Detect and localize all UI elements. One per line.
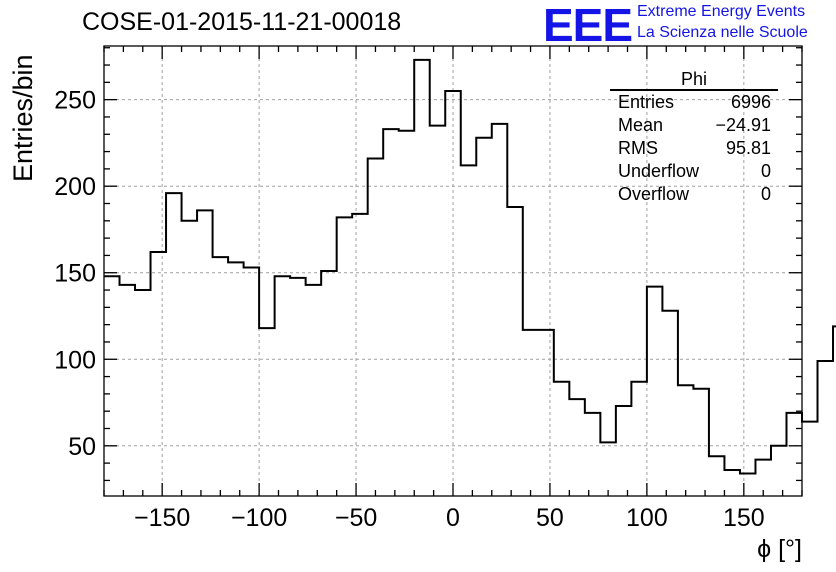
y-tick-label: 150 — [54, 260, 96, 288]
eee-logo: EEE — [543, 0, 633, 51]
stats-value: −24.91 — [715, 115, 771, 135]
x-tick-label: −100 — [231, 504, 287, 532]
tick-labels: −150 −100 −50 0 50 100 150 50 100 150 200 250 — [54, 87, 764, 532]
stats-row-underflow: Underflow 0 — [610, 160, 778, 183]
stats-value: 0 — [760, 184, 771, 204]
run-title: COSE-01-2015-11-21-00018 — [82, 8, 402, 36]
stats-row-entries: Entries 6996 — [610, 91, 778, 114]
stats-value: 0 — [760, 161, 771, 181]
x-tick-label: −150 — [134, 504, 190, 532]
stats-row-rms: RMS 95.81 — [610, 137, 778, 160]
stats-value: 6996 — [730, 92, 771, 112]
x-tick-label: −50 — [335, 504, 377, 532]
histogram-line — [104, 58, 836, 475]
stats-row-overflow: Overflow 0 — [610, 183, 778, 206]
stats-value: 95.81 — [725, 138, 771, 158]
eee-subtitle-line2: La Scienza nelle Scuole — [637, 24, 808, 41]
x-axis-label: ϕ [°] — [757, 535, 802, 563]
y-axis-label: Entries/bin — [8, 54, 38, 182]
eee-subtitle-line1: Extreme Energy Events — [637, 3, 806, 20]
x-tick-label: 50 — [536, 504, 564, 532]
stats-label: RMS — [618, 138, 658, 158]
stats-label: Mean — [618, 115, 664, 135]
stats-label: Underflow — [618, 161, 700, 181]
y-tick-label: 100 — [54, 346, 96, 374]
stats-row-mean: Mean −24.91 — [610, 114, 778, 137]
x-tick-label: 100 — [626, 504, 668, 532]
stats-box: Phi Entries 6996 Mean −24.91 RMS 95.81 U… — [610, 70, 778, 206]
stats-title: Phi — [610, 70, 778, 91]
axes — [103, 45, 803, 497]
y-tick-label: 250 — [54, 87, 96, 115]
x-tick-label: 0 — [446, 504, 460, 532]
x-tick-label: 150 — [723, 504, 765, 532]
grid-lines — [104, 46, 802, 496]
y-tick-label: 200 — [54, 173, 96, 201]
y-tick-label: 50 — [68, 433, 96, 461]
stats-label: Entries — [618, 92, 675, 112]
histogram-series — [104, 58, 836, 475]
stats-label: Overflow — [618, 184, 690, 204]
